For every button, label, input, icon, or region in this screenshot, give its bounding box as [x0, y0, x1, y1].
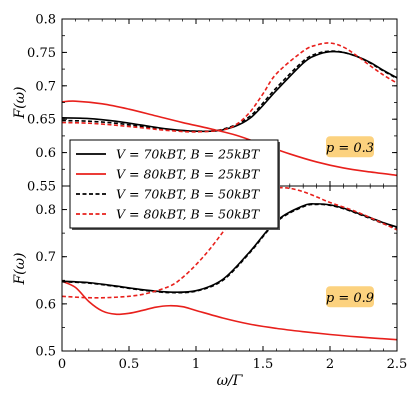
legend-label-2: V = 80kBT, B = 25kBT [116, 167, 261, 182]
top-series-line-1 [62, 50, 397, 133]
legend: V = 70kBT, B = 25kBT V = 80kBT, B = 25kBT… [69, 139, 279, 229]
top-panel: 0.55 0.6 0.65 0.7 0.75 0.8 F(ω) p = 0.3 [12, 13, 398, 195]
bottom-xtick-label: 1.5 [253, 357, 274, 372]
bottom-xlabel: ω/Γ [217, 373, 244, 389]
bottom-ytick-label: 0.7 [35, 250, 56, 265]
bottom-ytick-label: 0.6 [35, 297, 56, 312]
top-ytick-label: 0.75 [27, 46, 56, 61]
top-annotation-box [326, 136, 374, 158]
bottom-xtick-label: 2 [326, 357, 334, 372]
legend-label-4: V = 80kBT, B = 50kBT [116, 207, 261, 222]
top-series-line-4 [62, 42, 397, 133]
bottom-xtick-label: 1 [192, 357, 200, 372]
bottom-ytick-label: 0.8 [35, 203, 56, 218]
top-series-group [62, 42, 397, 177]
bottom-xtick-label: 0 [58, 357, 66, 372]
top-series-line-3 [62, 50, 397, 133]
bottom-annotation-label: p = 0.9 [326, 291, 374, 306]
top-ytick-label: 0.55 [27, 180, 56, 195]
legend-label-3: V = 70kBT, B = 50kBT [116, 187, 261, 202]
top-ytick-label: 0.6 [35, 146, 56, 161]
bottom-ytick-label: 0.5 [35, 345, 56, 360]
bottom-xtick-label: 0.5 [119, 357, 140, 372]
legend-label-1: V = 70kBT, B = 25kBT [116, 147, 261, 162]
top-ytick-label: 0.8 [35, 13, 56, 28]
top-ytick-label: 0.65 [27, 113, 56, 128]
bottom-xtick-label: 2.5 [387, 357, 408, 372]
top-ylabel: F(ω) [12, 86, 28, 119]
top-annotation-label: p = 0.3 [326, 141, 374, 156]
bottom-ylabel: F(ω) [12, 252, 28, 285]
top-ytick-label: 0.7 [35, 79, 56, 94]
top-series-line-2 [62, 100, 397, 177]
bottom-annotation-box [326, 286, 374, 308]
bottom-series-line-2 [62, 280, 397, 341]
